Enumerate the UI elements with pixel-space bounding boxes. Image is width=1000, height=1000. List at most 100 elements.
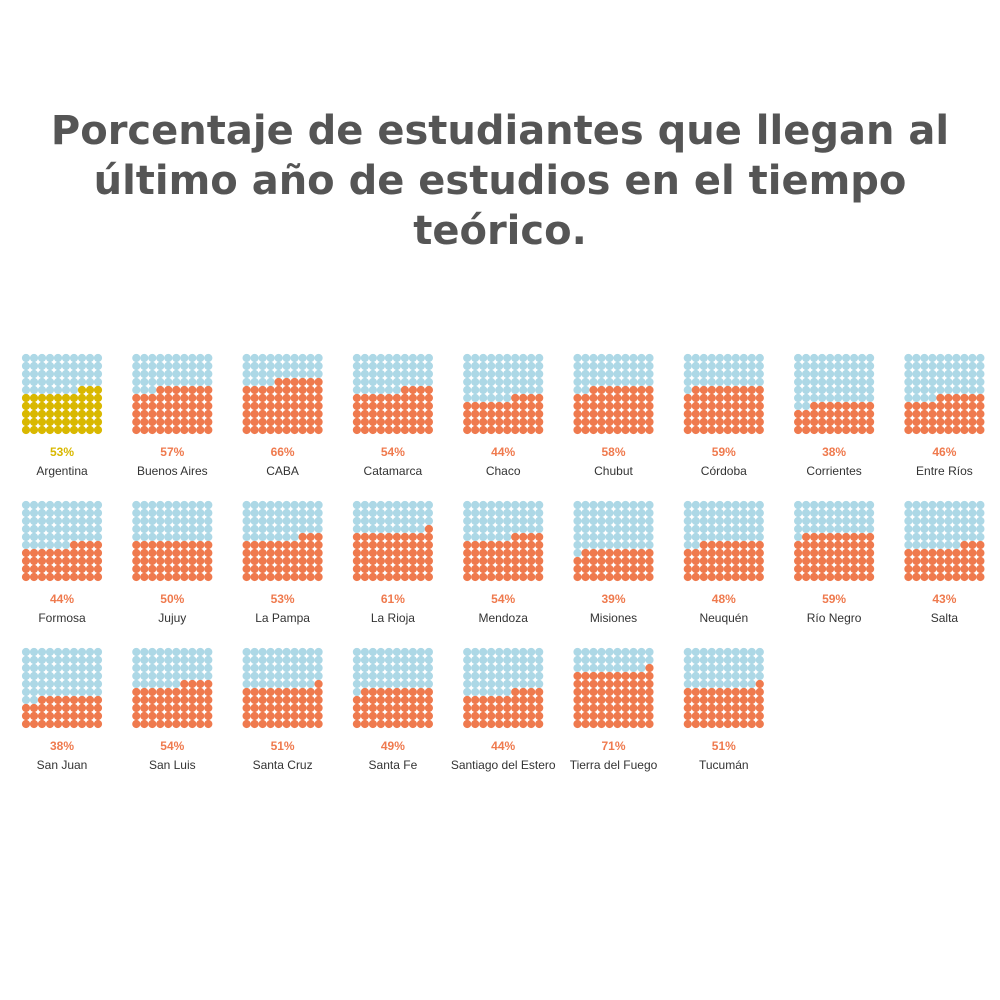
waffle-dot-empty	[258, 377, 267, 387]
waffle-dot-filled	[408, 425, 417, 435]
waffle-dot-empty	[250, 532, 259, 542]
waffle-dot-filled	[258, 695, 267, 705]
waffle-dot-empty	[132, 377, 141, 387]
waffle-dot-filled	[802, 425, 811, 435]
waffle-dot-filled	[731, 695, 740, 705]
waffle-dot-filled	[629, 564, 638, 574]
waffle-dot-filled	[352, 409, 361, 419]
waffle-dot-empty	[731, 655, 740, 665]
waffle-dot-filled	[739, 393, 748, 403]
waffle-dot-filled	[196, 385, 205, 395]
waffle-dot-filled	[463, 409, 472, 419]
waffle-dot-filled	[132, 393, 141, 403]
waffle-dot-empty	[581, 385, 590, 395]
waffle-dot-filled	[858, 548, 867, 558]
waffle-dot-filled	[156, 385, 165, 395]
waffle-dot-empty	[707, 516, 716, 526]
waffle-dot-filled	[589, 695, 598, 705]
waffle-dot-filled	[61, 417, 71, 427]
waffle-dot-empty	[589, 361, 598, 371]
waffle-dot-filled	[573, 679, 582, 689]
waffle-dot-empty	[408, 353, 417, 363]
waffle-dot-filled	[156, 719, 165, 729]
waffle-dot-empty	[360, 663, 369, 673]
waffle-dot-filled	[621, 719, 630, 729]
waffle-dot-filled	[424, 393, 433, 403]
waffle-dot-empty	[266, 532, 275, 542]
waffle-dot-empty	[45, 377, 55, 387]
waffle-dot-filled	[589, 548, 598, 558]
waffle-dot-empty	[69, 671, 79, 681]
waffle-dot-empty	[298, 671, 307, 681]
waffle-dot-filled	[573, 719, 582, 729]
waffle-dot-filled	[140, 409, 149, 419]
waffle-dot-empty	[471, 532, 480, 542]
waffle-dot-filled	[400, 540, 409, 550]
waffle-dot-filled	[164, 564, 173, 574]
waffle-dot-empty	[858, 393, 867, 403]
waffle-dot-filled	[912, 548, 921, 558]
waffle-dot-empty	[503, 679, 512, 689]
waffle-dot-empty	[416, 361, 425, 371]
waffle-dot-empty	[140, 516, 149, 526]
waffle-dot-empty	[936, 377, 945, 387]
waffle-dot-empty	[683, 679, 692, 689]
waffle-dot-empty	[274, 679, 283, 689]
waffle-dot-filled	[597, 401, 606, 411]
waffle-dot-filled	[866, 532, 875, 542]
waffle-dot-empty	[45, 679, 55, 689]
waffle-dot-empty	[691, 369, 700, 379]
waffle-dot-empty	[368, 377, 377, 387]
waffle-dot-filled	[858, 425, 867, 435]
waffle-dot-filled	[384, 711, 393, 721]
waffle-dot-filled	[850, 572, 859, 582]
waffle-dot-filled	[723, 556, 732, 566]
waffle-dot-empty	[487, 524, 496, 534]
waffle-dot-empty	[282, 532, 291, 542]
waffle-dot-empty	[266, 377, 275, 387]
waffle-dot-filled	[376, 409, 385, 419]
waffle-dot-empty	[920, 516, 929, 526]
waffle-dot-empty	[290, 369, 299, 379]
waffle-dot-filled	[731, 556, 740, 566]
waffle-dot-empty	[306, 508, 315, 518]
waffle-dot-empty	[747, 369, 756, 379]
waffle-dot-empty	[29, 361, 39, 371]
waffle-dot-filled	[573, 425, 582, 435]
waffle-dot-empty	[944, 385, 953, 395]
waffle-dot-empty	[605, 377, 614, 387]
waffle-dot-filled	[794, 425, 803, 435]
waffle-dot-filled	[45, 564, 55, 574]
waffle-dot-empty	[258, 361, 267, 371]
waffle-dot-empty	[613, 524, 622, 534]
waffle-dot-filled	[204, 572, 213, 582]
waffle-dot-filled	[944, 425, 953, 435]
waffle-dot-filled	[573, 671, 582, 681]
waffle-dot-empty	[605, 655, 614, 665]
waffle-dot-filled	[132, 417, 141, 427]
waffle-dot-empty	[629, 377, 638, 387]
waffle-dot-filled	[53, 409, 63, 419]
waffle-dot-filled	[45, 401, 55, 411]
waffle-dot-empty	[376, 524, 385, 534]
waffle-dot-filled	[471, 695, 480, 705]
waffle-dot-empty	[290, 671, 299, 681]
waffle-dot-empty	[400, 377, 409, 387]
waffle-dot-filled	[629, 409, 638, 419]
waffle-dot-empty	[866, 500, 875, 510]
waffle-dot-filled	[731, 540, 740, 550]
waffle-dot-filled	[613, 385, 622, 395]
waffle-dot-filled	[156, 572, 165, 582]
waffle-dot-filled	[29, 711, 39, 721]
waffle-dot-empty	[172, 369, 181, 379]
waffle-dot-filled	[352, 401, 361, 411]
waffle-dot-filled	[352, 540, 361, 550]
waffle-dot-empty	[613, 663, 622, 673]
waffle-dot-empty	[250, 516, 259, 526]
waffle-dot-filled	[866, 417, 875, 427]
waffle-dot-filled	[944, 401, 953, 411]
waffle-dot-filled	[755, 417, 764, 427]
waffle-dot-filled	[298, 385, 307, 395]
waffle-dot-empty	[61, 385, 71, 395]
waffle-dot-filled	[597, 703, 606, 713]
